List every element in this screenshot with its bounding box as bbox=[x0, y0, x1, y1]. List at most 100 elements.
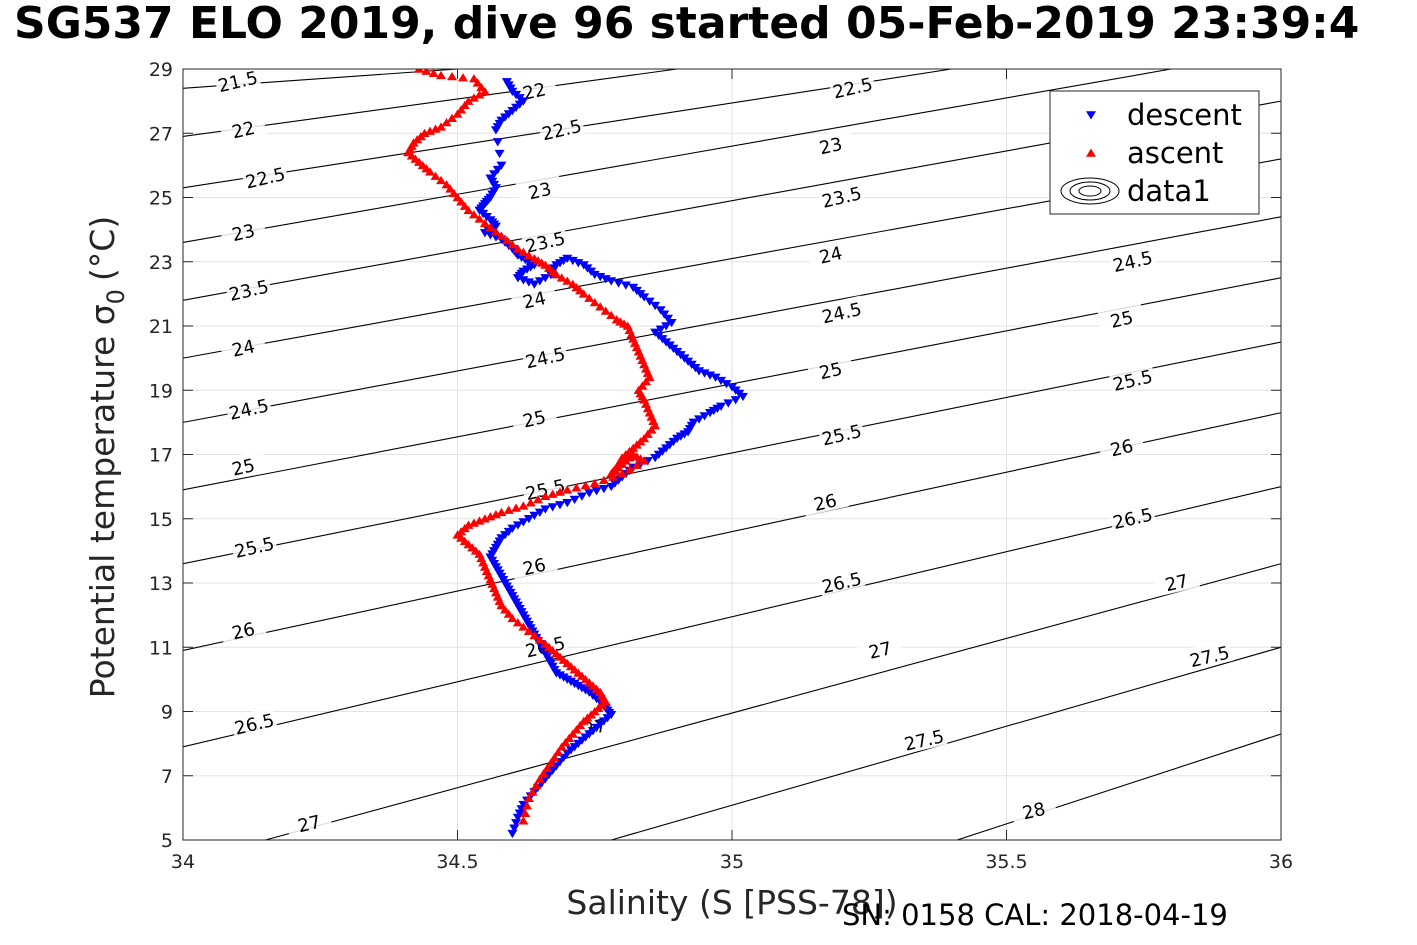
contour-label-bg bbox=[219, 449, 267, 482]
descent-point bbox=[584, 489, 595, 498]
contour-label-bg bbox=[219, 330, 267, 363]
ascent-point bbox=[468, 93, 479, 102]
descent-point bbox=[511, 819, 522, 828]
contour-label-bg bbox=[520, 340, 569, 372]
ascent-point bbox=[463, 205, 474, 215]
contour-label-bg bbox=[213, 64, 262, 96]
ascent-point bbox=[523, 793, 534, 802]
descent-point bbox=[518, 800, 529, 810]
serial-calibration-note: SN: 0158 CAL: 2018-04-19 bbox=[842, 898, 1228, 932]
legend-label: descent bbox=[1127, 98, 1242, 132]
contour-label-bg bbox=[509, 401, 558, 433]
descent-point bbox=[635, 290, 646, 299]
ascent-point bbox=[468, 74, 479, 83]
ascent-point bbox=[562, 485, 573, 494]
descent-point bbox=[690, 364, 701, 373]
descent-point bbox=[586, 267, 597, 276]
descent-point bbox=[554, 501, 565, 510]
ascent-point bbox=[593, 703, 604, 713]
contour-label-group: 27.5 bbox=[1185, 639, 1234, 672]
descent-point bbox=[694, 415, 705, 424]
ascent-point bbox=[503, 609, 514, 618]
ascent-point bbox=[556, 742, 567, 751]
ascent-point bbox=[456, 197, 467, 206]
descent-point bbox=[496, 161, 507, 170]
y-axis-label-main: Potential temperature σ bbox=[83, 304, 122, 698]
descent-point bbox=[549, 264, 560, 273]
contour-label-group: 27 bbox=[855, 632, 904, 665]
descent-point bbox=[514, 94, 525, 103]
descent-point bbox=[492, 540, 503, 549]
descent-point bbox=[580, 686, 591, 695]
contour-label: 27 bbox=[867, 638, 894, 664]
contour-label-group: 24 bbox=[219, 330, 267, 363]
ascent-point bbox=[556, 273, 567, 282]
ascent-point bbox=[511, 503, 522, 512]
series-ascent bbox=[403, 69, 661, 825]
contour-label-bg bbox=[219, 613, 267, 645]
descent-point bbox=[598, 485, 609, 494]
ascent-point bbox=[456, 527, 467, 536]
ascent-point bbox=[410, 154, 421, 163]
descent-point bbox=[613, 279, 624, 288]
descent-point bbox=[534, 277, 545, 286]
ascent-point bbox=[580, 481, 591, 490]
contour-label-bg bbox=[230, 706, 278, 739]
descent-point bbox=[604, 708, 615, 718]
contour-label-bg bbox=[817, 295, 866, 327]
contour-label: 25 bbox=[1108, 307, 1135, 333]
ascent-point bbox=[591, 684, 602, 693]
contour-label: 25 bbox=[230, 455, 257, 481]
ascent-point bbox=[478, 558, 489, 567]
descent-point bbox=[662, 314, 673, 324]
legend-contour-icon bbox=[1078, 185, 1102, 197]
ascent-point bbox=[472, 78, 483, 87]
descent-point bbox=[489, 220, 500, 229]
ascent-point bbox=[447, 71, 458, 81]
ascent-point bbox=[512, 618, 523, 627]
descent-point bbox=[518, 276, 529, 285]
ascent-point bbox=[534, 774, 545, 783]
contour-label: 26 bbox=[521, 555, 548, 581]
descent-point bbox=[573, 259, 584, 268]
descent-point bbox=[492, 123, 503, 132]
ascent-point bbox=[635, 454, 646, 463]
descent-point bbox=[523, 515, 534, 524]
ascent-point bbox=[529, 630, 540, 640]
ascent-point bbox=[644, 372, 655, 382]
y-tick-label: 13 bbox=[149, 573, 173, 595]
descent-point bbox=[644, 297, 655, 306]
descent-point bbox=[549, 665, 560, 675]
x-tick-label: 34.5 bbox=[436, 851, 478, 873]
ascent-point bbox=[452, 193, 463, 202]
contour-label-group: 24 bbox=[806, 237, 855, 270]
contour-label-bg bbox=[817, 179, 866, 212]
ascent-point bbox=[531, 780, 542, 790]
contour-label-group: 23 bbox=[806, 128, 855, 160]
legend-entry-ascent: ascent bbox=[1086, 136, 1223, 170]
descent-point bbox=[606, 277, 617, 286]
ascent-point bbox=[522, 801, 533, 810]
ascent-point bbox=[606, 310, 617, 320]
contour-label-bg bbox=[284, 806, 333, 838]
descent-point bbox=[684, 425, 695, 434]
y-tick-label: 27 bbox=[149, 123, 173, 145]
ascent-point bbox=[540, 491, 551, 501]
descent-point bbox=[734, 389, 745, 398]
descent-point bbox=[489, 559, 500, 569]
ascent-point bbox=[547, 645, 558, 655]
contour-label: 23 bbox=[817, 134, 844, 160]
contour-label: 26 bbox=[1108, 436, 1135, 462]
descent-point bbox=[716, 376, 727, 386]
y-tick-label: 29 bbox=[149, 59, 173, 81]
ascent-point bbox=[430, 124, 441, 133]
descent-point bbox=[489, 180, 500, 190]
descent-point bbox=[534, 508, 545, 517]
contour-line-26.5 bbox=[183, 486, 1281, 748]
contour-line-27 bbox=[265, 563, 1281, 840]
x-tick-label: 35 bbox=[720, 851, 744, 873]
descent-point bbox=[666, 319, 677, 328]
descent-point bbox=[668, 344, 679, 353]
descent-point bbox=[476, 204, 487, 213]
ascent-point bbox=[518, 501, 529, 510]
